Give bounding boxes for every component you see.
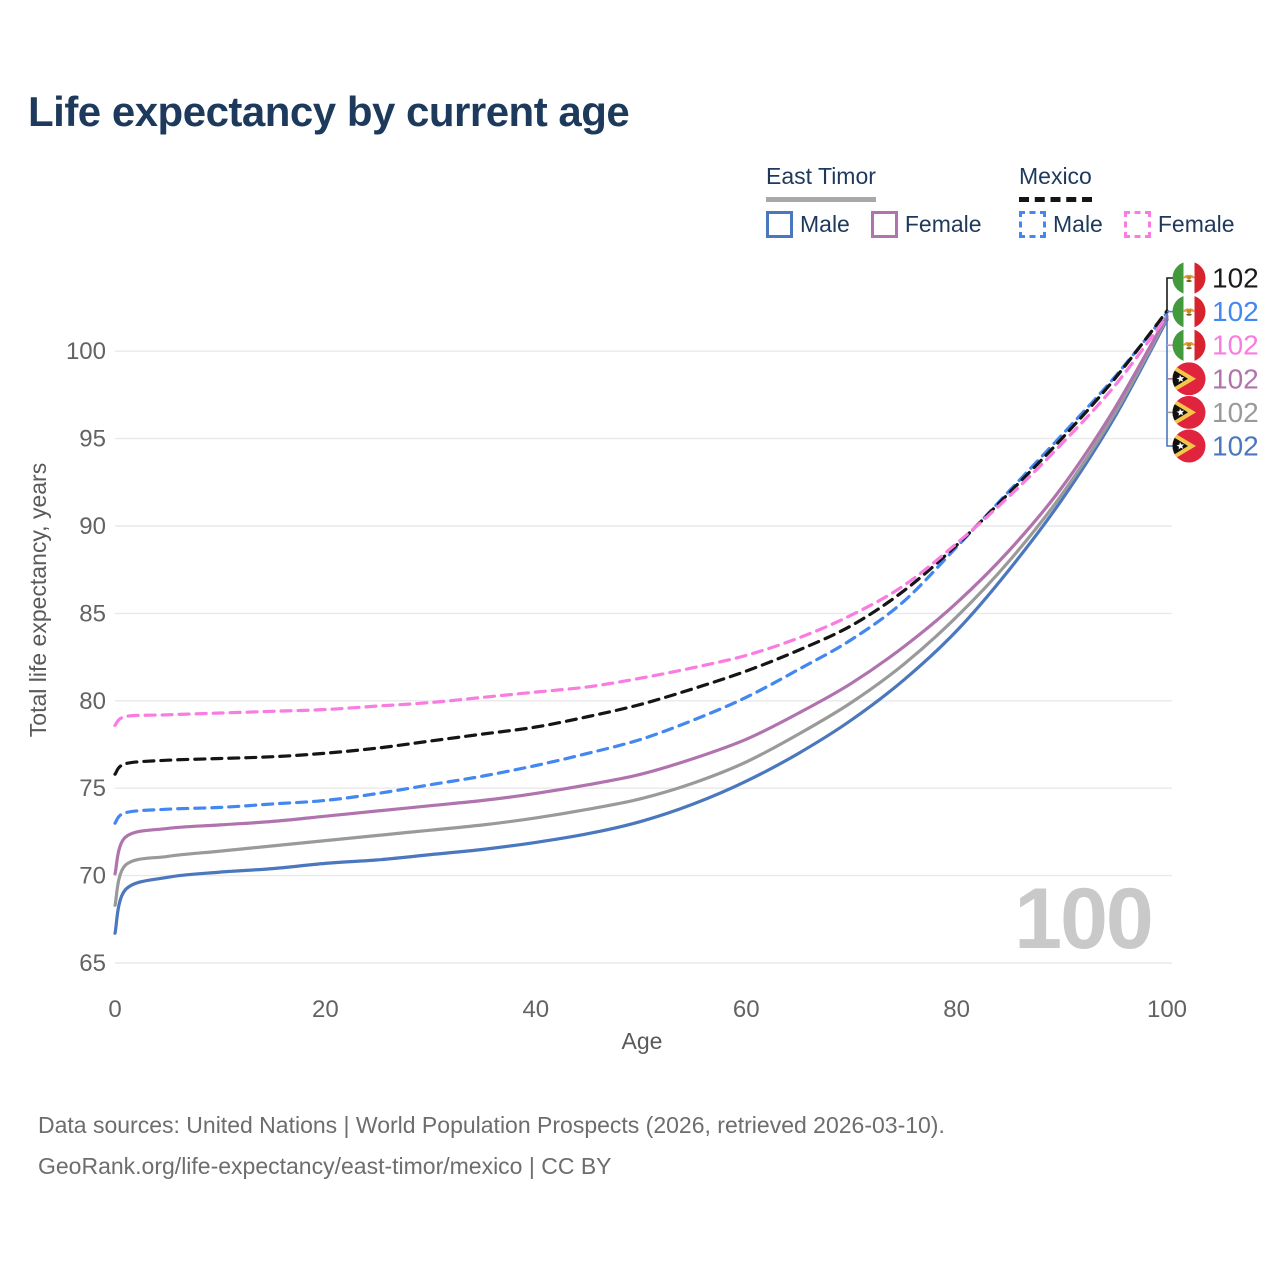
- legend-item-mexico-female[interactable]: Female: [1123, 211, 1235, 238]
- legend-group-mexico: Mexico Male Female: [1019, 163, 1235, 238]
- y-axis-tick-label: 70: [79, 863, 106, 890]
- east-timor-flag-icon: [1172, 395, 1206, 429]
- y-axis-tick-label: 65: [79, 950, 106, 977]
- mexico-flag-icon: [1172, 295, 1206, 329]
- line-style-swatch: [766, 211, 793, 238]
- x-axis-title: Age: [622, 1028, 663, 1054]
- x-axis-tick-label: 0: [108, 996, 121, 1023]
- legend-item-label: Female: [1157, 211, 1235, 237]
- y-axis-tick-label: 95: [79, 426, 106, 453]
- legend-group-title: East Timor: [766, 163, 876, 202]
- line-east-timor-male[interactable]: [113, 318, 1169, 935]
- mexico-flag-icon: [1172, 261, 1206, 295]
- y-axis-tick-label: 90: [79, 513, 106, 540]
- end-value-label-east-timor-both: 102: [1212, 397, 1259, 428]
- line-style-swatch: [1123, 211, 1151, 238]
- legend-group-east-timor: East Timor Male Female: [766, 163, 982, 238]
- page-title: Life expectancy by current age: [28, 88, 630, 135]
- legend-item-east-timor-female[interactable]: Female: [870, 211, 982, 238]
- x-axis-tick-label: 100: [1147, 996, 1187, 1023]
- x-axis-tick-label: 20: [312, 996, 339, 1023]
- x-axis-tick-label: 80: [943, 996, 970, 1023]
- x-axis-tick-label: 60: [733, 996, 760, 1023]
- end-value-label-east-timor-female: 102: [1212, 363, 1259, 394]
- end-value-label-east-timor-male: 102: [1212, 431, 1259, 462]
- legend-item-label: Male: [800, 211, 850, 237]
- line-style-swatch: [870, 211, 898, 238]
- y-axis-tick-label: 85: [79, 600, 106, 627]
- line-east-timor-both[interactable]: [113, 316, 1169, 907]
- end-value-label-mexico-female: 102: [1212, 330, 1259, 361]
- source-url-line: GeoRank.org/life-expectancy/east-timor/m…: [38, 1153, 612, 1179]
- label-connector: [1166, 277, 1173, 313]
- legend-group-title: Mexico: [1019, 163, 1092, 202]
- line-style-swatch: [1019, 211, 1046, 238]
- legend-item-mexico-male[interactable]: Male: [1019, 211, 1103, 238]
- line-mexico-female[interactable]: [113, 314, 1169, 727]
- x-axis-tick-label: 40: [522, 996, 549, 1023]
- legend-item-label: Male: [1053, 211, 1103, 237]
- east-timor-flag-icon: [1172, 362, 1206, 396]
- data-sources-line: Data sources: United Nations | World Pop…: [38, 1112, 945, 1138]
- watermark-age-100: 100: [1014, 871, 1152, 967]
- legend-item-east-timor-male[interactable]: Male: [766, 211, 850, 238]
- line-east-timor-female[interactable]: [113, 314, 1169, 876]
- y-axis-tick-label: 75: [79, 775, 106, 802]
- end-value-label-mexico-male: 102: [1212, 296, 1259, 327]
- end-value-label-mexico-both: 102: [1212, 263, 1259, 294]
- legend-item-label: Female: [904, 211, 982, 237]
- label-connector: [1166, 313, 1173, 447]
- y-axis-tick-label: 100: [66, 338, 106, 365]
- east-timor-flag-icon: [1172, 429, 1206, 463]
- mexico-flag-icon: [1172, 328, 1206, 362]
- y-axis-title: Total life expectancy, years: [25, 463, 51, 737]
- footer: Data sources: United Nations | World Pop…: [38, 1105, 1198, 1187]
- line-mexico-both[interactable]: [113, 309, 1169, 776]
- y-axis-tick-label: 80: [79, 688, 106, 715]
